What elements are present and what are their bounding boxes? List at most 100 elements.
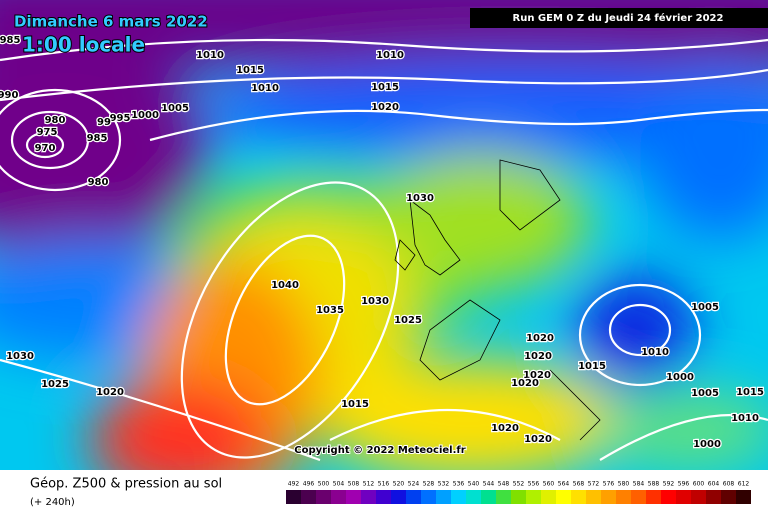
isobar-label: 1015 xyxy=(736,387,764,398)
isobar-label: 1020 xyxy=(526,333,554,344)
scale-label: 572 xyxy=(588,481,600,488)
isobar-label: 1005 xyxy=(691,388,719,399)
isobar-label: 1000 xyxy=(131,110,159,121)
isobar-label: 1015 xyxy=(371,82,399,93)
scale-label: 612 xyxy=(738,481,750,488)
scale-swatch xyxy=(556,490,571,504)
isobar-label: 1015 xyxy=(341,399,369,410)
scale-label: 500 xyxy=(318,481,330,488)
isobar-label: 1015 xyxy=(578,361,606,372)
scale-label: 504 xyxy=(333,481,345,488)
isobar-label: 1000 xyxy=(693,439,721,450)
isobar-label: 1005 xyxy=(691,302,719,313)
scale-swatch xyxy=(496,490,511,504)
isobar-label: 1020 xyxy=(371,102,399,113)
isobar-label: 1010 xyxy=(376,50,404,61)
scale-label: 520 xyxy=(393,481,405,488)
scale-label: 568 xyxy=(573,481,585,488)
scale-swatch xyxy=(331,490,346,504)
scale-label: 516 xyxy=(378,481,390,488)
isobar-label: 1040 xyxy=(271,280,299,291)
isobar-label: 1020 xyxy=(523,370,551,381)
scale-swatch xyxy=(301,490,316,504)
scale-swatch xyxy=(736,490,751,504)
run-info: Run GEM 0 Z du Jeudi 24 février 2022 xyxy=(513,12,724,24)
scale-label: 564 xyxy=(558,481,570,488)
scale-label: 528 xyxy=(423,481,435,488)
isobar-label: 99 xyxy=(97,117,111,128)
isobar-labels: 9859901010101510101010101510201005100099… xyxy=(0,34,765,452)
scale-label: 492 xyxy=(288,481,300,488)
scale-swatch xyxy=(421,490,436,504)
scale-label: 588 xyxy=(648,481,660,488)
isobar-label: 970 xyxy=(35,143,56,154)
isobar-label: 1010 xyxy=(251,83,279,94)
isobar-label: 1025 xyxy=(394,315,422,326)
isobar-label: 985 xyxy=(0,35,20,46)
scale-label: 496 xyxy=(303,481,315,488)
scale-swatch xyxy=(361,490,376,504)
isobar-label: 1020 xyxy=(96,387,124,398)
scale-swatch xyxy=(616,490,631,504)
scale-swatch xyxy=(436,490,451,504)
scale-label: 560 xyxy=(543,481,555,488)
isobar-label: 1025 xyxy=(41,379,69,390)
scale-label: 548 xyxy=(498,481,510,488)
scale-label: 508 xyxy=(348,481,360,488)
isobars xyxy=(0,38,768,462)
isobar-label: 990 xyxy=(0,90,18,101)
isobar-label: 1020 xyxy=(524,434,552,445)
scale-label: 592 xyxy=(663,481,675,488)
scale-swatch xyxy=(631,490,646,504)
scale-swatch xyxy=(721,490,736,504)
scale-label: 544 xyxy=(483,481,495,488)
footer-lead: (+ 240h) xyxy=(30,497,75,508)
isobar-label: 1030 xyxy=(6,351,34,362)
scale-swatch xyxy=(451,490,466,504)
isobar-label: 1005 xyxy=(161,103,189,114)
color-scale: 492 496 500 504 508 512 516 520 524 528 532 536 540 5… xyxy=(286,481,751,504)
scale-label: 532 xyxy=(438,481,450,488)
scale-swatch xyxy=(691,490,706,504)
scale-swatch xyxy=(286,490,301,504)
date: Dimanche 6 mars 2022 xyxy=(14,13,208,31)
scale-label: 512 xyxy=(363,481,375,488)
scale-swatch xyxy=(481,490,496,504)
scale-swatch xyxy=(406,490,421,504)
isobar-label: 980 xyxy=(88,177,109,188)
scale-label: 576 xyxy=(603,481,615,488)
isobar-label: 1030 xyxy=(361,296,389,307)
scale-swatch xyxy=(376,490,391,504)
run-box xyxy=(470,8,768,28)
isobar-label: 1010 xyxy=(641,347,669,358)
time: 1:00 locale xyxy=(22,33,145,57)
scale-label: 604 xyxy=(708,481,720,488)
isobar-label: 1020 xyxy=(524,351,552,362)
isobar-label: 1035 xyxy=(316,305,344,316)
scale-swatch xyxy=(511,490,526,504)
scale-label: 580 xyxy=(618,481,630,488)
scale-swatch xyxy=(316,490,331,504)
scale-swatch xyxy=(586,490,601,504)
scale-swatch xyxy=(526,490,541,504)
footer-title: Géop. Z500 & pression au sol xyxy=(30,477,222,492)
scale-swatch xyxy=(646,490,661,504)
scale-swatch xyxy=(676,490,691,504)
scale-swatch xyxy=(391,490,406,504)
isobar-label: 1020 xyxy=(491,423,519,434)
scale-swatch xyxy=(661,490,676,504)
scale-swatch xyxy=(571,490,586,504)
isobar-label: 975 xyxy=(37,127,58,138)
scale-label: 556 xyxy=(528,481,540,488)
isobar-label: 1015 xyxy=(236,65,264,76)
scale-swatch xyxy=(541,490,556,504)
scale-label: 600 xyxy=(693,481,705,488)
scale-label: 552 xyxy=(513,481,525,488)
isobar-label: 985 xyxy=(87,133,108,144)
field xyxy=(0,0,768,500)
scale-swatch xyxy=(706,490,721,504)
scale-label: 596 xyxy=(678,481,690,488)
scale-label: 608 xyxy=(723,481,735,488)
scale-swatch xyxy=(346,490,361,504)
